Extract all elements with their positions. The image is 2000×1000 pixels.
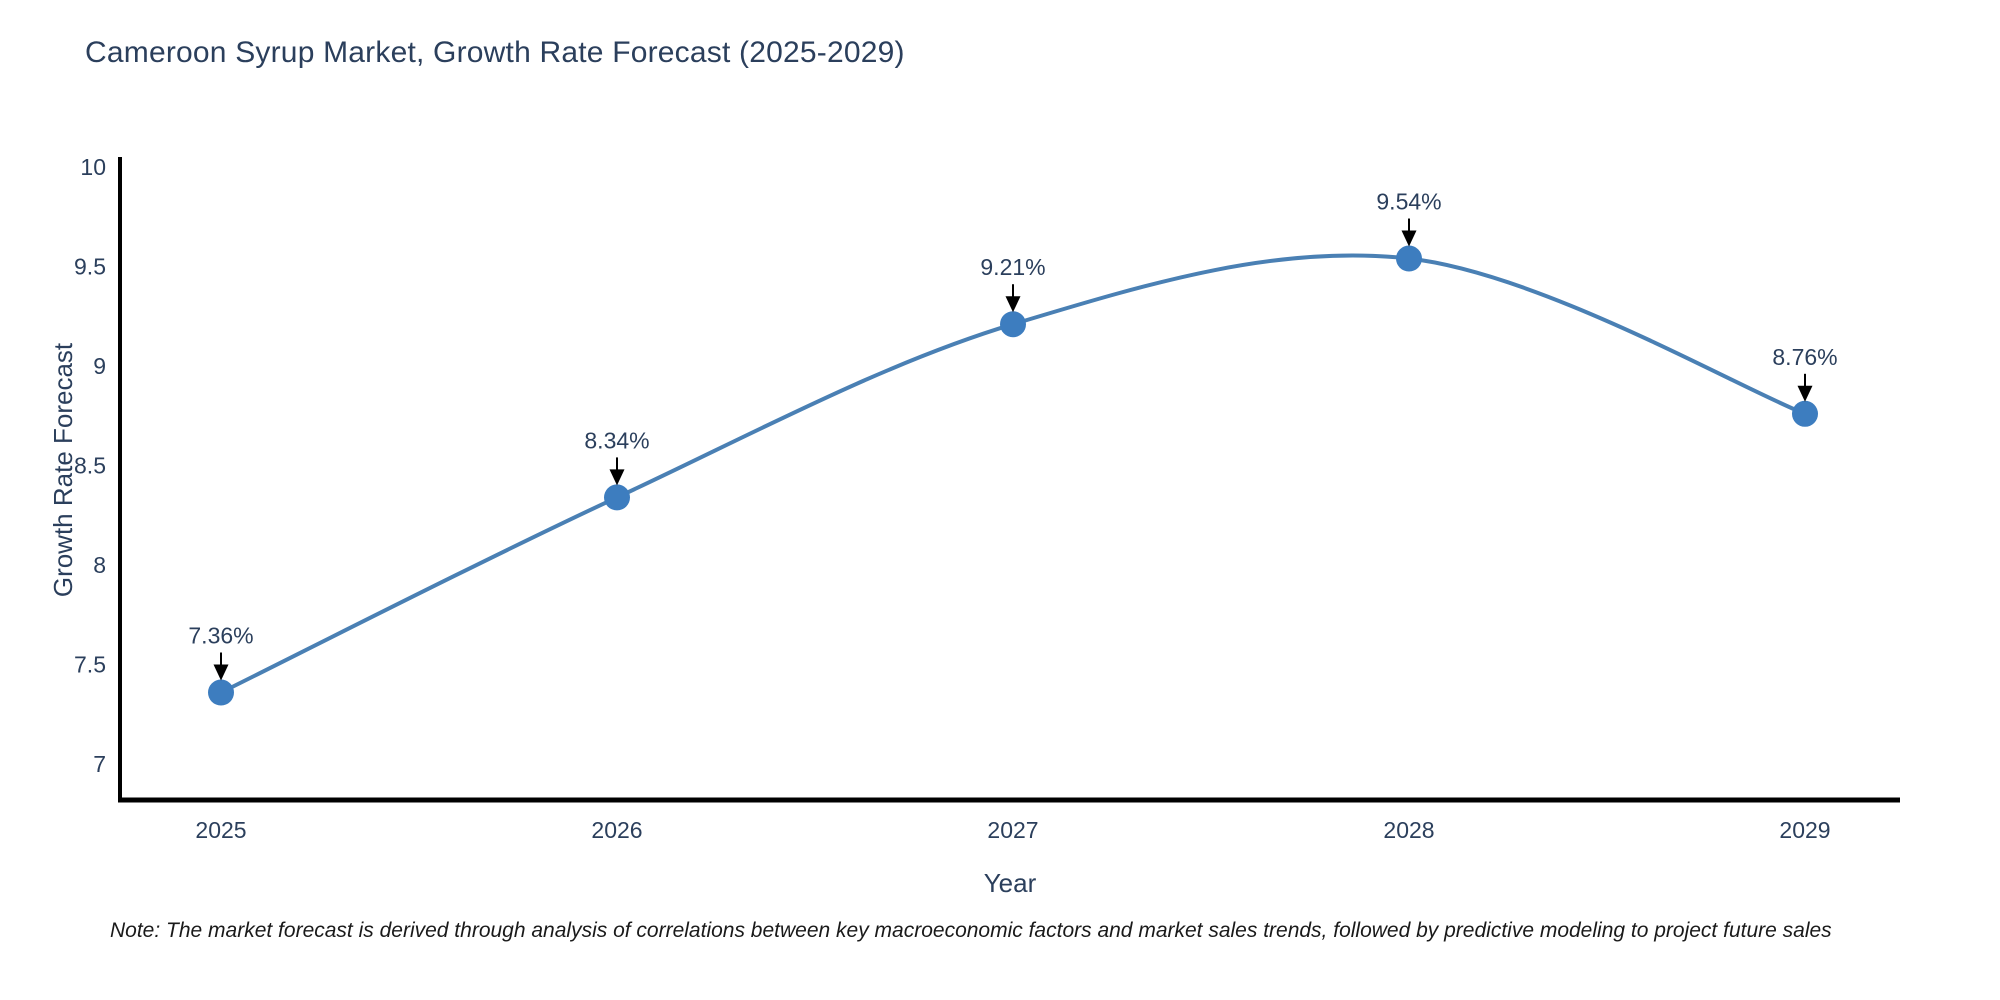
y-tick-label: 7.5: [74, 652, 106, 678]
x-axis-title: Year: [983, 868, 1037, 898]
y-tick-label: 10: [80, 154, 106, 180]
x-tick-label: 2027: [987, 817, 1038, 843]
point-value-label: 9.21%: [980, 254, 1045, 280]
data-point-marker: [1396, 245, 1422, 272]
footnote: Note: The market forecast is derived thr…: [110, 919, 1832, 942]
y-tick-label: 8.5: [74, 453, 106, 479]
point-value-label: 9.54%: [1376, 189, 1441, 215]
annotation-arrow-head: [213, 664, 229, 681]
point-value-label: 8.34%: [584, 427, 649, 453]
y-tick-label: 7: [93, 751, 106, 777]
annotation-arrow-head: [1005, 296, 1021, 313]
data-point-marker: [208, 679, 234, 706]
annotation-arrow-head: [609, 469, 625, 486]
y-tick-label: 9: [93, 353, 106, 379]
point-value-label: 8.76%: [1772, 344, 1837, 370]
x-tick-label: 2028: [1383, 817, 1434, 843]
x-tick-label: 2026: [591, 817, 642, 843]
annotation-arrow-head: [1797, 385, 1813, 402]
y-axis-title: Growth Rate Forecast: [48, 342, 78, 598]
x-tick-label: 2029: [1779, 817, 1830, 843]
annotation-arrow-head: [1401, 230, 1417, 247]
data-point-marker: [604, 484, 630, 511]
y-tick-label: 8: [93, 552, 106, 578]
point-value-label: 7.36%: [188, 623, 253, 649]
chart-title: Cameroon Syrup Market, Growth Rate Forec…: [85, 36, 905, 69]
data-point-marker: [1792, 400, 1818, 427]
y-tick-label: 9.5: [74, 253, 106, 279]
x-tick-label: 2025: [195, 817, 246, 843]
data-point-marker: [1000, 311, 1026, 338]
